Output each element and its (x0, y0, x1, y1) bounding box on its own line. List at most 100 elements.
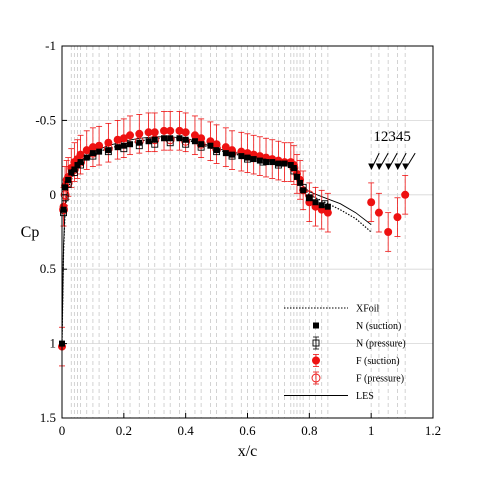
point-f-suction (113, 135, 122, 144)
annotation-arrow (397, 152, 407, 170)
point-n-suction (300, 187, 307, 194)
point-f-pressure (59, 205, 68, 215)
point-n-suction (114, 144, 121, 151)
data-points (58, 126, 410, 351)
x-tick-label: 0.6 (239, 423, 256, 438)
point-n-suction (287, 162, 294, 169)
y-tick-label: 0.5 (40, 261, 56, 276)
point-n-suction (145, 138, 152, 145)
legend-f-pressure-label: F (pressure) (356, 374, 404, 385)
point-n-suction (151, 136, 158, 143)
legend-n-pressure-marker (312, 339, 320, 347)
point-n-suction (256, 157, 263, 164)
annotation-arrowhead (394, 163, 401, 170)
y-tick-label: 0 (50, 187, 57, 202)
point-f-suction (384, 228, 393, 236)
point-f-suction (393, 213, 402, 222)
y-tick-label: 1 (50, 336, 57, 351)
point-f-suction (374, 208, 383, 217)
point-f-suction (166, 126, 175, 135)
point-f-suction (76, 150, 85, 159)
point-f-suction (95, 141, 104, 150)
point-n-suction (89, 150, 96, 157)
legend-xfoil-label: XFoil (356, 304, 380, 315)
point-n-suction (263, 159, 270, 166)
point-n-suction (105, 147, 112, 154)
point-n-suction (198, 141, 205, 148)
y-tick-label: 1.5 (40, 410, 56, 425)
annotation: 12345 (368, 129, 416, 170)
point-n-suction (312, 199, 319, 206)
point-f-suction (175, 126, 184, 135)
point-n-suction (176, 135, 183, 142)
point-n-suction (297, 179, 304, 186)
annotation-arrowhead (368, 163, 375, 170)
point-n-suction (222, 150, 229, 157)
point-n-suction (238, 153, 245, 160)
point-n-suction (161, 135, 168, 142)
point-n-suction (269, 159, 276, 166)
legend-les-label: LES (356, 391, 374, 402)
point-f-suction (190, 131, 199, 140)
point-n-suction (62, 184, 69, 191)
point-n-suction (229, 151, 236, 158)
legend: XFoil N (suction) N (pressure) F (suction) F… (284, 304, 406, 402)
x-tick-label: 0.2 (116, 423, 132, 438)
x-tick-label: 0.4 (178, 423, 195, 438)
point-n-suction (281, 160, 288, 167)
point-f-suction (160, 126, 169, 135)
point-n-suction (290, 165, 297, 172)
x-tick-label: 1.2 (425, 423, 441, 438)
point-f-suction (144, 128, 153, 137)
point-n-suction (167, 135, 174, 142)
point-n-suction (244, 154, 251, 161)
point-f-suction (367, 198, 376, 207)
x-tick-label: 1 (368, 423, 375, 438)
x-tick-label: 0 (59, 423, 66, 438)
x-axis-label: x/c (238, 443, 258, 460)
point-n-suction (324, 203, 331, 210)
point-n-suction (207, 142, 214, 149)
point-n-suction (275, 160, 282, 167)
point-n-suction (65, 176, 72, 183)
point-n-suction (182, 136, 189, 143)
legend-f-pressure-marker (311, 373, 321, 383)
point-n-suction (68, 169, 75, 176)
legend-n-suction-marker (313, 322, 319, 329)
point-f-pressure (60, 190, 70, 200)
point-n-suction (191, 138, 198, 145)
x-tick-label: 0.8 (301, 423, 317, 438)
annotation-arrowhead (375, 163, 382, 170)
legend-n-suction-label: N (suction) (356, 321, 401, 332)
point-f-suction (135, 129, 144, 138)
point-n-suction (318, 202, 325, 209)
annotation-arrow (378, 152, 389, 170)
point-n-suction (213, 147, 220, 154)
legend-f-suction-label: F (suction) (356, 356, 400, 367)
y-tick-label: -0.5 (35, 112, 56, 127)
point-n-suction (71, 166, 78, 173)
point-f-suction (181, 128, 190, 137)
annotation-arrowhead (402, 163, 409, 170)
annotation-arrow (387, 152, 398, 170)
annotation-arrow (404, 152, 416, 170)
point-n-suction (136, 139, 143, 146)
point-n-suction (120, 142, 127, 149)
point-f-suction (126, 131, 135, 140)
point-f-suction (221, 143, 230, 152)
legend-f-suction-marker (312, 356, 320, 365)
y-tick-label: -1 (45, 38, 56, 53)
point-n-suction (74, 162, 81, 169)
legend-n-pressure-label: N (pressure) (356, 339, 406, 350)
point-n-suction (60, 206, 67, 213)
point-n-suction (96, 148, 103, 155)
point-f-suction (150, 128, 159, 137)
point-f-suction (323, 208, 332, 217)
point-f-suction (212, 140, 221, 149)
point-n-suction (293, 173, 300, 180)
annotation-arrowhead (385, 163, 392, 170)
point-n-suction (77, 159, 84, 166)
point-n-suction (83, 154, 90, 161)
annotation-label: 12345 (373, 129, 411, 145)
